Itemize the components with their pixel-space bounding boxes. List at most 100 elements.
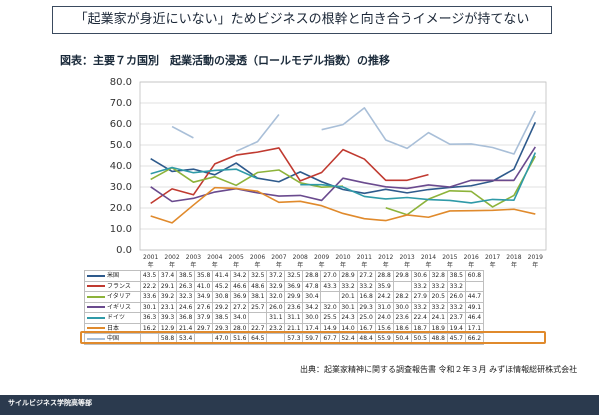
headline-banner: 「起業家が身近にいない」ためビジネスの根幹と向き合うイメージが持てない	[52, 6, 552, 34]
x-tick-label: 2018	[506, 254, 521, 261]
table-cell: 43.3	[320, 280, 340, 292]
source-note: 出典：起業家精神に関する調査報告書 令和２年３月 みずほ情報総研株式会社	[300, 365, 578, 374]
table-cell: 22.4	[410, 312, 430, 324]
series-line	[150, 186, 536, 224]
x-tick-suffix: 年	[190, 261, 196, 269]
table-cell: 36.3	[139, 312, 160, 324]
table-cell: 33.2	[446, 301, 466, 313]
x-tick-suffix: 年	[148, 261, 154, 269]
table-cell: 31.1	[284, 312, 304, 324]
table-cell: 39.2	[158, 291, 178, 303]
table-cell: 35.9	[374, 280, 394, 292]
series-line	[235, 114, 280, 153]
table-cell: 32.5	[248, 270, 268, 282]
x-tick-suffix: 年	[255, 261, 261, 269]
series-label: イタリア	[84, 291, 141, 303]
legend-swatch	[87, 295, 105, 298]
table-cell: 27.0	[320, 270, 340, 282]
x-tick-label: 2009	[314, 254, 329, 261]
table-cell: 28.8	[302, 270, 322, 282]
series-name: イタリア	[107, 293, 131, 301]
table-row: 米国 43.5 37.4 38.5 35.8 41.4 34.2 32.5 37.2 32.5 28…	[84, 270, 484, 282]
y-tick-label: 10.0	[110, 224, 132, 235]
table-cell: 32.5	[284, 270, 304, 282]
table-cell: 32.3	[176, 291, 196, 303]
x-tick-label: 2001	[143, 254, 158, 261]
x-tick-label: 2017	[485, 254, 500, 261]
table-cell: 38.5	[176, 270, 196, 282]
series-name: フランス	[107, 282, 131, 290]
table-cell: 37.9	[194, 312, 214, 324]
x-tick-label: 2005	[229, 254, 244, 261]
table-row: 日本 16.2 12.9 21.4 29.7 29.3 28.0 22.7 23.2 21.1 17…	[84, 322, 484, 334]
legend-swatch	[87, 327, 105, 330]
table-cell: 34.2	[302, 301, 322, 313]
x-tick-label: 2006	[250, 254, 265, 261]
x-tick-label: 2019	[528, 254, 543, 261]
table-row: イギリス 30.1 23.1 24.6 27.6 29.2 27.2 25.7 26.0 23.6…	[84, 301, 484, 313]
table-cell: 22.2	[139, 280, 160, 292]
table-cell: 33.2	[428, 280, 448, 292]
x-tick-suffix: 年	[490, 261, 496, 269]
table-cell: 30.0	[392, 301, 412, 313]
table-cell: 30.1	[338, 301, 358, 313]
series-name: 米国	[107, 272, 120, 280]
table-cell: 23.6	[284, 301, 304, 313]
x-tick-label: 2002	[164, 254, 179, 261]
legend-swatch	[87, 285, 105, 288]
series-label: ドイツ	[84, 312, 141, 324]
table-cell: 33.6	[139, 291, 160, 303]
x-tick-suffix: 年	[169, 261, 175, 269]
y-tick-label: 0.0	[116, 245, 132, 256]
legend-swatch	[87, 274, 105, 277]
table-cell: 28.2	[392, 291, 412, 303]
series-line	[300, 152, 537, 204]
table-cell: 29.2	[212, 301, 232, 313]
table-cell: 32.0	[320, 301, 340, 313]
table-cell: 49.1	[464, 301, 484, 313]
series-line	[150, 166, 258, 180]
series-label: イギリス	[84, 301, 141, 313]
series-line	[321, 107, 537, 155]
table-cell: 30.4	[302, 291, 322, 303]
table-cell: 27.2	[230, 301, 250, 313]
x-tick-label: 2010	[335, 254, 350, 261]
table-cell: 32.9	[266, 280, 286, 292]
table-cell: 34.0	[230, 312, 250, 324]
table-cell: 33.2	[356, 280, 376, 292]
table-cell: 32.8	[428, 270, 448, 282]
table-cell: 30.6	[410, 270, 430, 282]
table-cell: 33.2	[428, 301, 448, 313]
y-tick-label: 80.0	[110, 77, 132, 88]
series-name: 日本	[107, 324, 120, 332]
series-line	[385, 155, 537, 216]
table-cell: 26.0	[446, 291, 466, 303]
series-label: フランス	[84, 280, 141, 292]
table-cell: 43.5	[139, 270, 160, 282]
legend-swatch	[87, 337, 105, 340]
table-cell: 25.7	[248, 301, 268, 313]
table-cell: 35.8	[194, 270, 214, 282]
series-name: 中国	[107, 335, 120, 343]
table-cell: 60.8	[464, 270, 484, 282]
table-cell: 30.8	[212, 291, 232, 303]
table-cell: 29.9	[284, 291, 304, 303]
table-cell: 37.2	[266, 270, 286, 282]
plot-area	[139, 81, 547, 251]
footer-school-name: サイルビジネス学院高等部	[8, 399, 92, 407]
chart-subtitle: 図表：主要７カ国別 起業活動の浸透（ロールモデル指数）の推移	[60, 54, 390, 67]
series-line	[150, 147, 429, 205]
table-cell: 33.2	[410, 301, 430, 313]
x-tick-label: 2004	[207, 254, 222, 261]
x-tick-suffix: 年	[276, 261, 282, 269]
table-row: 中国 58.8 53.4 47.0 51.6 64.5 57.3 59.7 67.7 52.4 48…	[84, 333, 484, 345]
y-tick-label: 60.0	[110, 119, 132, 130]
table-cell: 24.6	[176, 301, 196, 313]
legend-swatch	[87, 316, 105, 319]
legend-swatch	[87, 306, 105, 309]
x-tick-suffix: 年	[340, 261, 346, 269]
table-cell: 27.6	[194, 301, 214, 313]
table-cell: 36.9	[230, 291, 250, 303]
series-line	[150, 121, 537, 195]
table-cell: 29.1	[158, 280, 178, 292]
